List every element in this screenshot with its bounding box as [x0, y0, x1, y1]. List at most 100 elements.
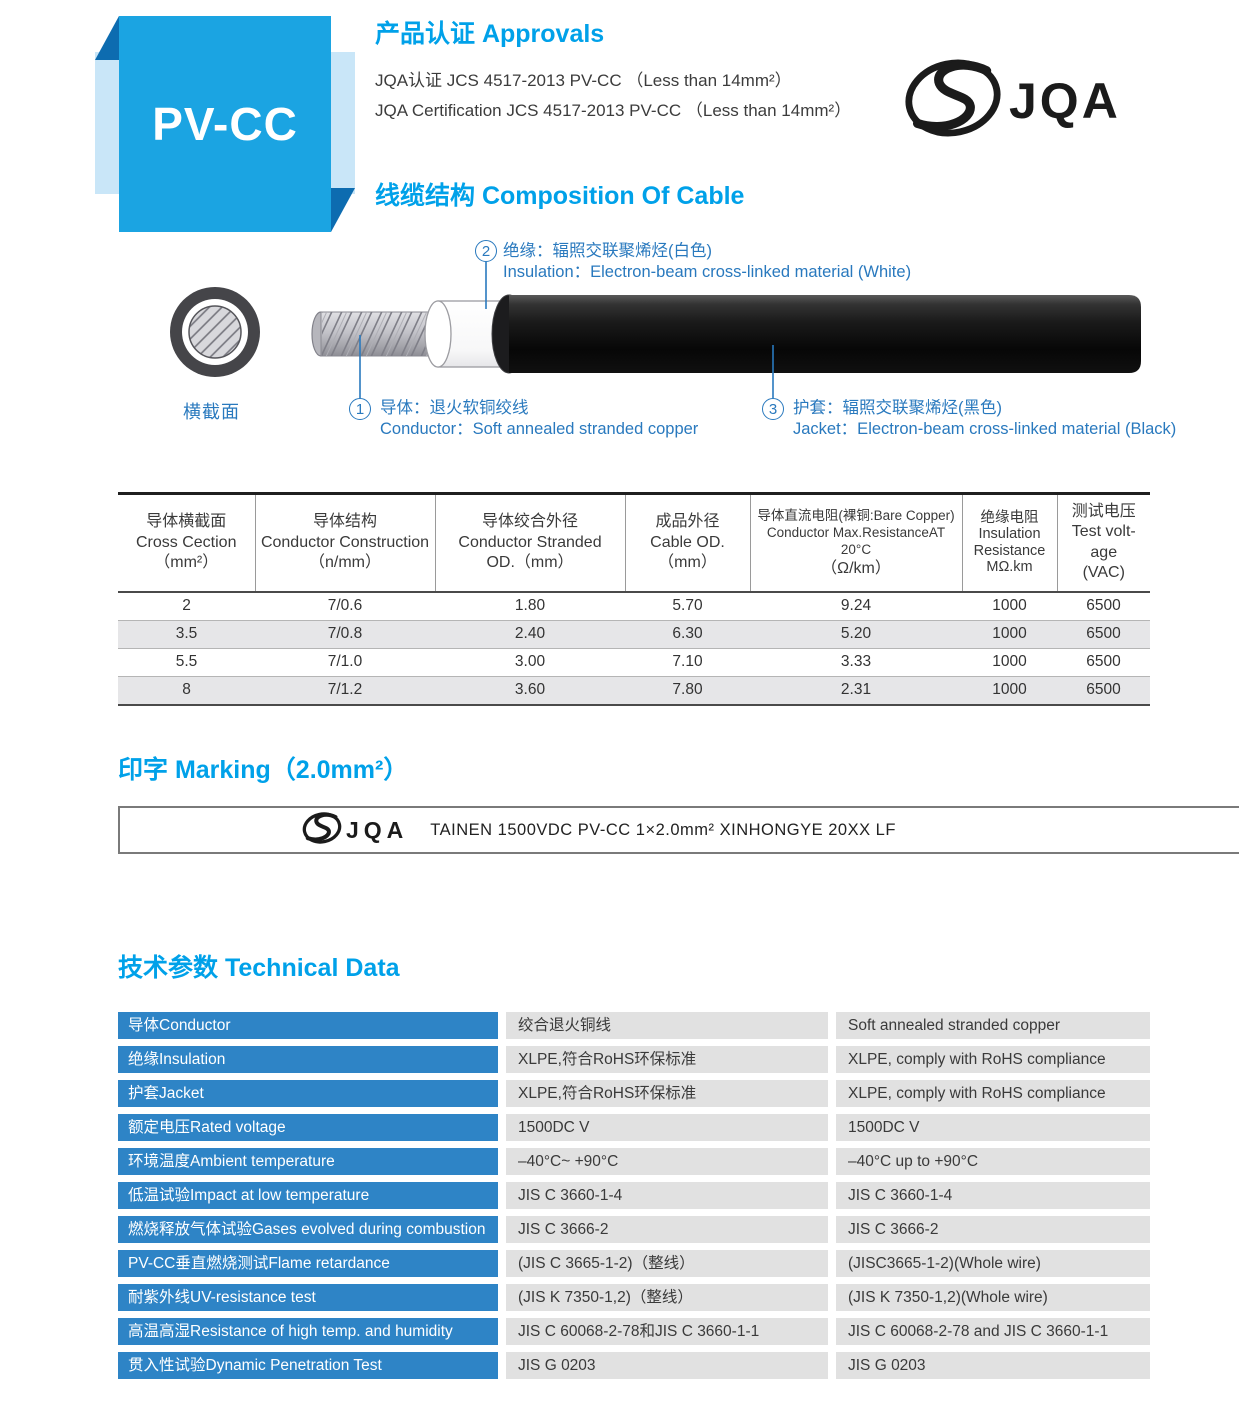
tech-row-label: 绝缘Insulation: [118, 1046, 498, 1073]
jqa-mark-icon-small: [302, 811, 342, 850]
spec-column-header: 导体横截面 Cross Cection （mm²）: [118, 493, 255, 593]
spec-cell: 5.70: [625, 591, 750, 621]
spec-cell: 8: [182, 681, 191, 699]
tech-row-label: 环境温度Ambient temperature: [118, 1148, 498, 1175]
tech-row-label: PV-CC垂直燃烧测试Flame retardance: [118, 1250, 498, 1277]
badge-ribbon-right: [331, 52, 355, 194]
tech-row-value-cn: JIS G 0203: [506, 1352, 828, 1379]
tech-row: 额定电压Rated voltage 1500DC V 1500DC V: [118, 1114, 1150, 1141]
tech-row-label: 导体Conductor: [118, 1012, 498, 1039]
spec-cell: 6.30: [625, 620, 750, 649]
approvals-line-en: JQA Certification JCS 4517-2013 PV-CC （L…: [375, 101, 852, 120]
marking-sample-box: JQA TAINEN 1500VDC PV-CC 1×2.0mm² XINHON…: [118, 806, 1239, 854]
spec-cell: 3.33: [750, 648, 962, 677]
tech-row-value-en: Soft annealed stranded copper: [836, 1012, 1150, 1039]
tech-row-value-cn: 绞合退火铜线: [506, 1012, 828, 1039]
tech-row: 贯入性试验Dynamic Penetration Test JIS G 0203 J…: [118, 1352, 1150, 1379]
spec-cell: 3.60: [514, 681, 546, 699]
cable-diagram: 2 绝缘：辐照交联聚烯烃(白色) Insulation：Electron-bea…: [0, 235, 1239, 450]
spec-column-header: 测试电压 Test volt-age (VAC): [1056, 493, 1150, 593]
tech-row: 耐紫外线UV-resistance test (JIS K 7350-1,2)（整…: [118, 1284, 1150, 1311]
cross-section-label: 横截面: [183, 402, 240, 422]
spec-cell: 6500: [1057, 591, 1150, 621]
tech-row: 高温高湿Resistance of high temp. and humidit…: [118, 1318, 1150, 1345]
spec-cell: 2: [118, 591, 255, 621]
spec-cell: 1.80: [435, 591, 625, 621]
tech-row: 环境温度Ambient temperature –40°C~ +90°C –40°C…: [118, 1148, 1150, 1175]
callout-conductor-cn: 导体：退火软铜绞线: [380, 399, 529, 417]
tech-row-label: 额定电压Rated voltage: [118, 1114, 498, 1141]
tech-row: 燃烧释放气体试验Gases evolved during combustion J…: [118, 1216, 1150, 1243]
tech-row-value-en: XLPE, comply with RoHS compliance: [836, 1046, 1150, 1073]
callout-number-jacket: 3: [762, 398, 784, 420]
callout-insulation-cn: 绝缘：辐照交联聚烯烃(白色): [503, 242, 712, 260]
tech-row-value-en: XLPE, comply with RoHS compliance: [836, 1080, 1150, 1107]
tech-row-value-cn: JIS C 60068-2-78和JIS C 3660-1-1: [506, 1318, 828, 1345]
tech-row-value-en: (JISC3665-1-2)(Whole wire): [836, 1250, 1150, 1277]
tech-row-label: 燃烧释放气体试验Gases evolved during combustion: [118, 1216, 498, 1243]
spec-cell: 1000: [962, 591, 1057, 621]
spec-cell: 5.20: [750, 620, 962, 649]
tech-row-label: 护套Jacket: [118, 1080, 498, 1107]
spec-cell: 6500: [1057, 648, 1150, 677]
tech-row-value-cn: 1500DC V: [506, 1114, 828, 1141]
callout-leader-lines: [359, 262, 774, 398]
spec-cell: 7/1.0: [255, 648, 435, 677]
composition-heading: 线缆结构 Composition Of Cable: [375, 182, 745, 210]
spec-cell: 7.80: [672, 681, 703, 699]
callout-conductor-en: Conductor：Soft annealed stranded copper: [380, 420, 699, 438]
spec-cell: 2.40: [435, 620, 625, 649]
technical-table: 导体Conductor 绞合退火铜线 Soft annealed stranded …: [118, 1012, 1150, 1386]
marking-heading: 印字 Marking（2.0mm²）: [118, 756, 409, 784]
tech-row-value-cn: XLPE,符合RoHS环保标准: [506, 1080, 828, 1107]
callout-jacket: 护套：辐照交联聚烯烃(黑色) Jacket：Electron-beam cros…: [793, 398, 1176, 440]
spec-column-header: 绝缘电阻 Insulation Resistance MΩ.km: [961, 493, 1057, 593]
spec-cell: 1000: [962, 648, 1057, 677]
tech-row-value-en: (JIS K 7350-1,2)(Whole wire): [836, 1284, 1150, 1311]
spec-column-header: 导体绞合外径 Conductor Stranded OD.（mm）: [434, 493, 625, 593]
tech-row-value-cn: XLPE,符合RoHS环保标准: [506, 1046, 828, 1073]
tech-row-value-cn: JIS C 3666-2: [506, 1216, 828, 1243]
tech-row-value-en: JIS C 60068-2-78 and JIS C 3660-1-1: [836, 1318, 1150, 1345]
spec-table: 导体横截面 Cross Cection （mm²） 导体结构 Conductor Con…: [118, 492, 1150, 706]
spec-cell: 3.5: [118, 620, 255, 649]
tech-row-value-en: 1500DC V: [836, 1114, 1150, 1141]
spec-cell: 2.31: [840, 681, 872, 699]
tech-row: 绝缘Insulation XLPE,符合RoHS环保标准 XLPE, comply …: [118, 1046, 1150, 1073]
approvals-line-cn: JQA认证 JCS 4517-2013 PV-CC （Less than 14m…: [375, 71, 792, 90]
spec-cell: 3.00: [435, 648, 625, 677]
badge-ribbon-left: [95, 52, 119, 194]
spec-cell: 6500: [1057, 620, 1150, 649]
spec-cell: 6500: [1086, 681, 1121, 699]
callout-number-insulation: 2: [475, 240, 497, 262]
spec-table-row: 8 7/1.2 3.60 7.80 2.31 1000 6500: [118, 676, 1150, 705]
spec-table-row: 2 7/0.6 1.80 5.70 9.24 1000 6500: [118, 591, 1150, 621]
marking-logo-text: JQA: [346, 816, 409, 843]
tech-row-label: 贯入性试验Dynamic Penetration Test: [118, 1352, 498, 1379]
spec-cell: 1000: [962, 620, 1057, 649]
jacket-layer: [491, 294, 1141, 374]
spec-column-header: 成品外径 Cable OD. （mm）: [624, 493, 750, 593]
approvals-heading: 产品认证 Approvals: [375, 20, 605, 48]
tech-row-label: 低温试验Impact at low temperature: [118, 1182, 498, 1209]
spec-cell: 7.10: [625, 648, 750, 677]
tech-row-value-cn: JIS C 3660-1-4: [506, 1182, 828, 1209]
spec-table-header-row: 导体横截面 Cross Cection （mm²） 导体结构 Conductor Con…: [118, 493, 1150, 593]
jqa-logo-text: JQA: [1009, 72, 1121, 129]
tech-row-label: 高温高湿Resistance of high temp. and humidit…: [118, 1318, 498, 1345]
spec-cell: 5.5: [118, 648, 255, 677]
cable-illustration: [170, 262, 1141, 398]
callout-jacket-en: Jacket：Electron-beam cross-linked materi…: [793, 420, 1177, 438]
tech-row-value-cn: (JIS C 3665-1-2)（整线）: [506, 1250, 828, 1277]
spec-cell: 7/0.6: [255, 591, 435, 621]
marking-print-text: TAINEN 1500VDC PV-CC 1×2.0mm² XINHONGYE …: [430, 820, 896, 839]
jqa-mark-icon: [903, 55, 1003, 146]
spec-table-body: 2 7/0.6 1.80 5.70 9.24 1000 6500 3.5 7/0.8 2.40 6.…: [118, 591, 1150, 705]
callout-jacket-cn: 护套：辐照交联聚烯烃(黑色): [793, 399, 1002, 417]
tech-row: 低温试验Impact at low temperature JIS C 3660-…: [118, 1182, 1150, 1209]
callout-insulation: 绝缘：辐照交联聚烯烃(白色) Insulation：Electron-beam …: [503, 241, 911, 283]
cross-section-icon: [170, 287, 260, 377]
tech-row: 导体Conductor 绞合退火铜线 Soft annealed stranded …: [118, 1012, 1150, 1039]
spec-table-row: 3.5 7/0.8 2.40 6.30 5.20 1000 6500: [118, 620, 1150, 649]
